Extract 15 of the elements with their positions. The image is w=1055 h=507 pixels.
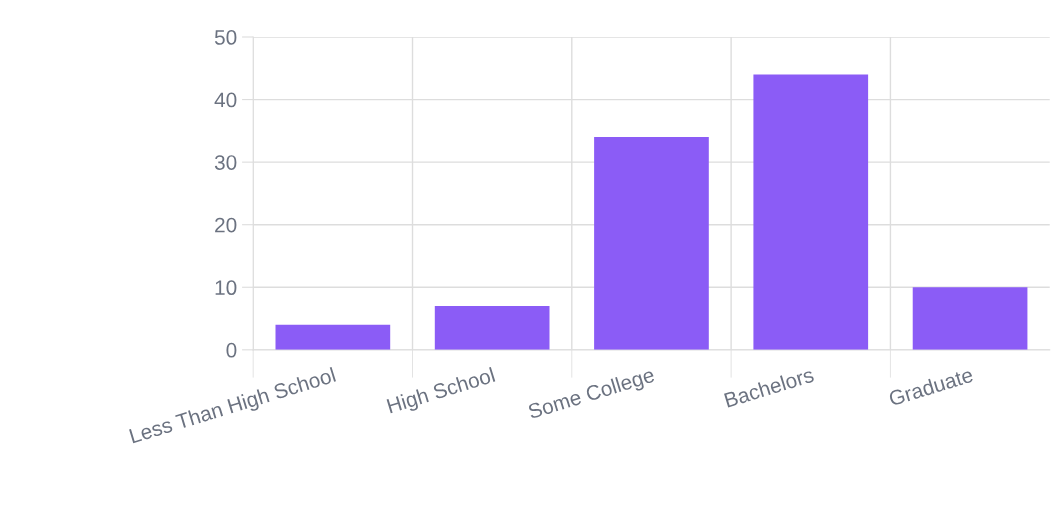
bar [753,74,869,350]
x-tick-label: Graduate [888,366,974,407]
y-tick-label: 0 [226,342,237,358]
y-tick-label: 10 [215,280,237,296]
bar [434,306,550,350]
y-tick-label: 20 [215,217,237,233]
x-tick-label: High School [386,366,497,418]
x-tick-label: Some College [527,366,657,424]
y-tick-label: 40 [214,92,237,108]
bar [275,324,391,350]
x-tick-label: Less Than High School [128,366,338,448]
y-tick-label: 50 [214,30,237,45]
bar [912,287,1028,350]
bar [594,137,709,350]
y-tick-label: 30 [214,155,237,170]
